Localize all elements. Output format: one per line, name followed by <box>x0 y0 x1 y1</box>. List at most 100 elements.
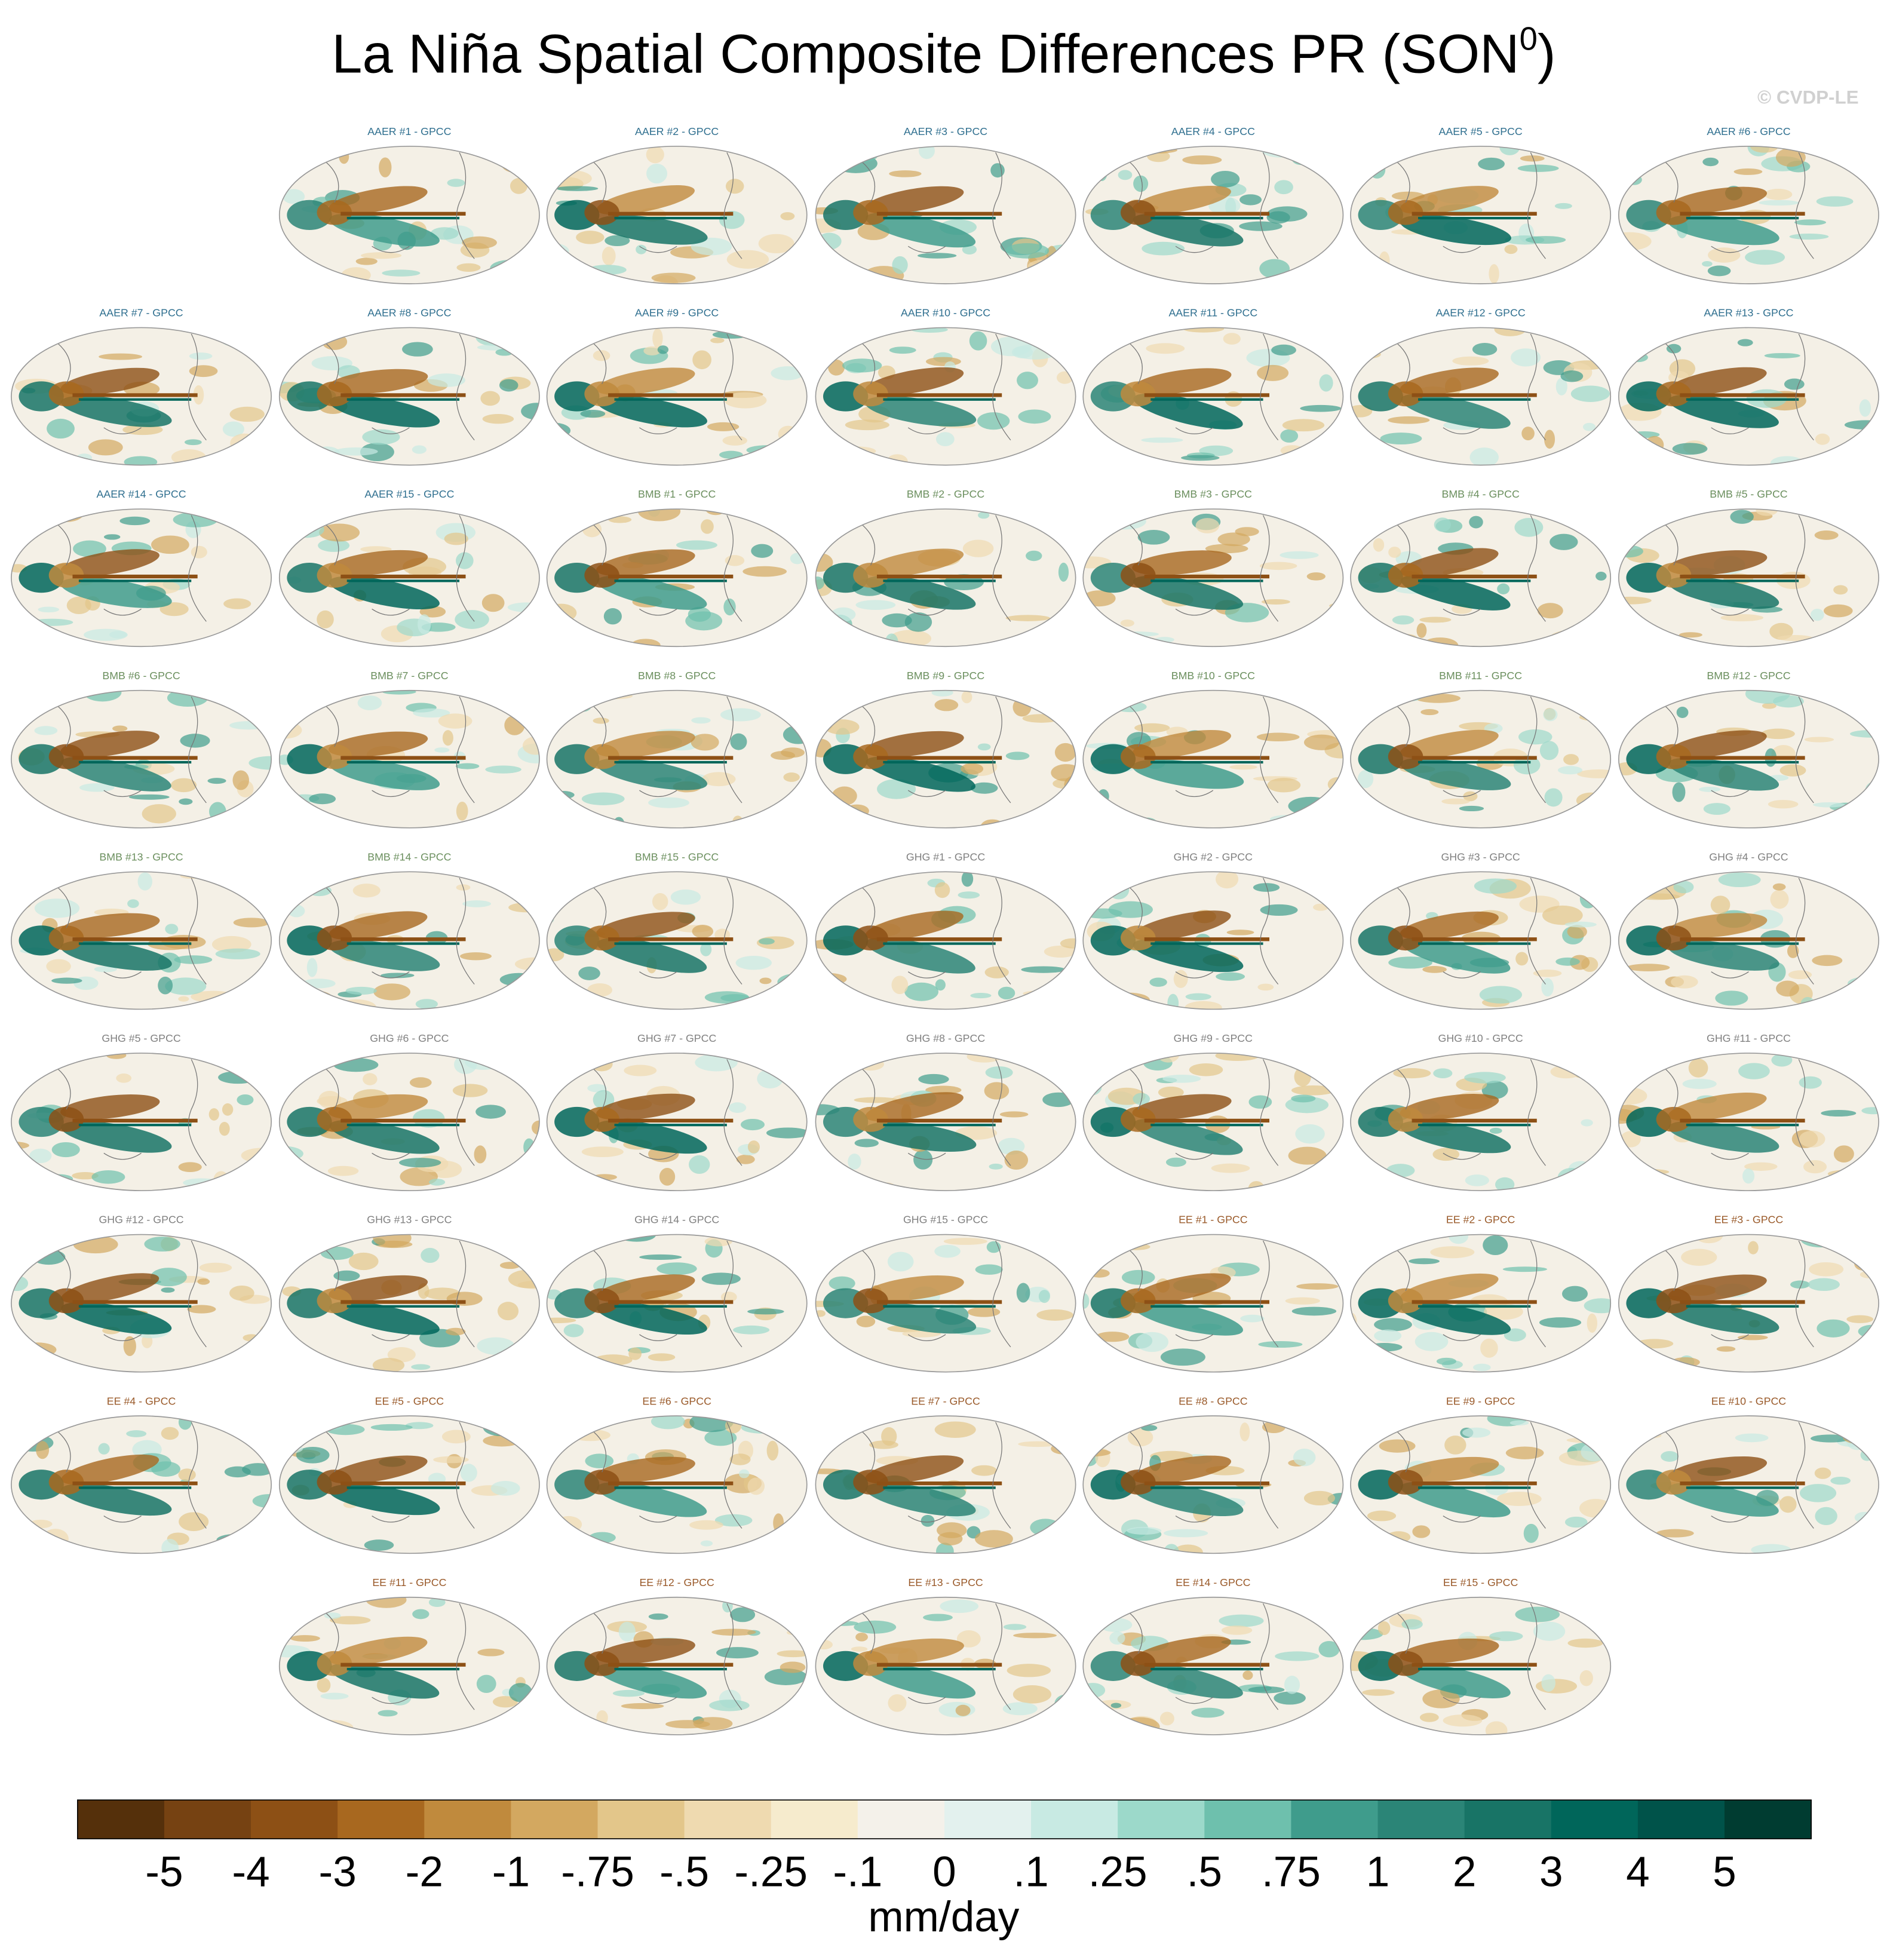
map-blob <box>248 1161 272 1172</box>
map-field <box>279 872 539 1010</box>
map-streak <box>883 217 996 220</box>
map-streak <box>1144 1118 1269 1123</box>
map-lobe <box>1400 911 1499 940</box>
panel-title: AAER #3 - GPCC <box>904 125 987 137</box>
map-streak <box>72 1118 198 1123</box>
map-lobe <box>60 395 172 427</box>
map-field <box>815 1053 1076 1191</box>
map-blob <box>1489 1631 1523 1642</box>
map-lobe <box>1120 1651 1156 1676</box>
map-streak <box>340 1300 466 1304</box>
map-field <box>279 1234 539 1372</box>
map-blob <box>1737 339 1753 346</box>
colorbar-tick-label: -.75 <box>561 1849 634 1896</box>
map-outline <box>1618 327 1879 466</box>
map-blob <box>1626 964 1670 971</box>
map-blob <box>1054 743 1076 762</box>
map-streak <box>346 942 460 945</box>
map-blob <box>1809 1262 1844 1277</box>
map-blob <box>259 1324 272 1339</box>
map-blob <box>1294 1067 1311 1087</box>
map-blob <box>499 973 538 987</box>
map-blob <box>1564 921 1597 928</box>
map-lobe <box>866 1663 976 1699</box>
colorbar-tick-label: -5 <box>145 1849 183 1896</box>
map-blob <box>1637 327 1650 341</box>
map-blob <box>1629 146 1660 158</box>
map-blob <box>892 256 908 274</box>
map-blob <box>701 519 714 534</box>
map-blob <box>689 1520 723 1530</box>
map-blob <box>373 1234 412 1248</box>
map-panel: GHG #2 - GPCC <box>1082 851 1344 1010</box>
map-blob <box>1007 1664 1051 1677</box>
map-blob <box>428 373 465 387</box>
colorbar-tick-label: -.1 <box>833 1849 882 1896</box>
map-lobe <box>1668 186 1768 213</box>
map-blob <box>11 1542 38 1554</box>
map-field <box>547 1053 807 1191</box>
map-blob <box>83 690 122 702</box>
map-blob <box>1242 1670 1253 1680</box>
map-blob <box>580 410 606 418</box>
map-blob <box>1351 520 1363 530</box>
map-panel: GHG #11 - GPCC <box>1618 1032 1879 1191</box>
map-blob <box>256 1249 272 1264</box>
map-blob <box>1673 881 1694 894</box>
map-blob <box>882 613 912 628</box>
map-blob <box>1016 1283 1030 1303</box>
map-blob <box>1707 265 1731 277</box>
map-lobe <box>1401 937 1511 974</box>
map-blob <box>312 1597 346 1606</box>
map-panel: GHG #6 - GPCC <box>278 1032 540 1191</box>
map-blob <box>573 698 592 712</box>
map-blob <box>624 1065 657 1076</box>
map-blob <box>1396 690 1423 702</box>
map-blob <box>1313 903 1328 911</box>
map-blob <box>578 967 600 980</box>
map-blob <box>1762 703 1777 709</box>
map-blob <box>1584 1298 1611 1314</box>
map-panel: BMB #1 - GPCC <box>546 488 808 648</box>
map-blob <box>845 419 889 431</box>
panel-title: BMB #11 - GPCC <box>1439 670 1522 682</box>
map-blob <box>357 695 382 710</box>
map-outline <box>546 1234 808 1373</box>
map-lobe <box>60 731 159 758</box>
map-blob <box>791 873 805 888</box>
map-blob <box>831 607 856 622</box>
map-blob <box>1084 908 1122 919</box>
map-blob <box>161 935 206 949</box>
map-streak <box>1418 1667 1531 1671</box>
map-blob <box>999 1111 1029 1118</box>
map-field <box>1083 1416 1343 1554</box>
map-field <box>815 146 1076 284</box>
map-blob <box>1638 1530 1652 1550</box>
map-blob <box>815 576 825 590</box>
map-blob <box>303 694 317 705</box>
map-streak <box>78 1305 192 1308</box>
map-blob <box>710 338 725 343</box>
map-blob <box>989 1163 1003 1170</box>
map-blob <box>421 1247 440 1263</box>
map-streak <box>1686 398 1799 401</box>
map-lobe <box>597 1482 707 1517</box>
map-blob <box>652 328 663 348</box>
map-blob <box>834 154 878 173</box>
map-blob <box>485 765 521 774</box>
map-blob <box>970 993 992 999</box>
map-blob <box>455 763 480 769</box>
map-lobe <box>853 381 888 407</box>
map-lobe <box>317 200 352 225</box>
map-blob <box>1751 1544 1791 1554</box>
map-lobe <box>596 367 695 395</box>
map-blob <box>1288 1146 1327 1165</box>
map-lobe <box>596 395 707 428</box>
map-blob <box>816 531 837 539</box>
map-lobe <box>584 381 619 407</box>
map-blob <box>1030 1358 1048 1372</box>
map-blob <box>1257 983 1274 991</box>
map-blob <box>486 631 530 641</box>
map-blob <box>191 545 207 559</box>
map-blob <box>1738 1335 1768 1341</box>
